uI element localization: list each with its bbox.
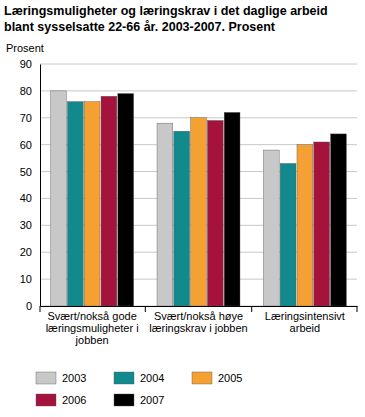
bar <box>101 96 117 306</box>
tick: 20 <box>20 246 40 258</box>
grid-line <box>40 90 357 91</box>
separator <box>145 306 146 312</box>
bar <box>280 163 296 306</box>
text-line: blant sysselsatte 22-66 år. 2003-2007. P… <box>4 20 276 34</box>
tick-label: 0 <box>26 300 32 312</box>
text-line: arbeid <box>290 322 321 334</box>
tick-label: Svært/nokså godelæringsmuligheter ijobbe… <box>46 310 139 346</box>
tick: 50 <box>20 166 40 178</box>
tick-label: Læringsintensivtarbeid <box>265 310 345 334</box>
text-line: Læringsintensivt <box>265 310 345 322</box>
legend-swatch <box>114 372 134 384</box>
text-line: jobben <box>75 334 109 346</box>
legend-label: 2007 <box>140 394 164 406</box>
tick: 10 <box>20 273 40 285</box>
legend-swatch <box>36 394 56 406</box>
plot: 0102030405060708090Svært/nokså godelærin… <box>20 58 358 346</box>
text-line: læringskrav i jobben <box>149 322 247 334</box>
text-line: Svært/nokså høye <box>154 310 243 322</box>
x-axis: Svært/nokså godelæringsmuligheter ijobbe… <box>41 306 358 346</box>
grid-line <box>40 64 357 65</box>
grid <box>40 64 357 306</box>
tick: 40 <box>20 192 40 204</box>
legend-item: 2006 <box>36 394 86 406</box>
legend-label: 2003 <box>62 372 86 384</box>
y-axis-line <box>40 65 41 307</box>
tick: 30 <box>20 219 40 231</box>
bar <box>297 145 313 306</box>
title: Læringsmuligheter og læringskrav i det d… <box>4 4 328 34</box>
x-axis-line <box>41 306 358 307</box>
separator <box>357 306 358 312</box>
separator <box>251 306 252 312</box>
y-axis-title: Prosent <box>6 42 44 54</box>
tick: 60 <box>20 139 40 151</box>
bar <box>207 120 223 306</box>
bar <box>118 94 134 306</box>
legend-label: 2006 <box>62 394 86 406</box>
bar <box>84 102 100 306</box>
separator <box>40 306 41 312</box>
legend-item: 2004 <box>114 372 164 384</box>
legend-item: 2007 <box>114 394 164 406</box>
chart: Læringsmuligheter og læringskrav i det d… <box>0 0 365 417</box>
legend: 2003 2004 2005 2006 2007 <box>36 372 242 406</box>
legend-label: 2004 <box>140 372 164 384</box>
text-line: Læringsmuligheter og læringskrav i det d… <box>4 4 328 18</box>
text-line: læringsmuligheter i <box>46 322 139 334</box>
bar <box>331 134 347 306</box>
legend-label: 2005 <box>218 372 242 384</box>
legend-swatch <box>114 394 134 406</box>
tick-label: 30 <box>20 219 32 231</box>
tick-label: Svært/nokså høyelæringskrav i jobben <box>149 310 247 334</box>
tick-label: 20 <box>20 246 32 258</box>
text-line: Svært/nokså gode <box>47 310 136 322</box>
bar <box>67 102 83 306</box>
bar <box>157 123 173 306</box>
bars <box>51 91 347 306</box>
tick-label: 50 <box>20 166 32 178</box>
tick: 80 <box>20 85 40 97</box>
legend-swatch <box>36 372 56 384</box>
tick: Svært/nokså godelæringsmuligheter ijobbe… <box>46 306 139 346</box>
bar <box>174 131 190 306</box>
tick: Svært/nokså høyelæringskrav i jobben <box>149 306 247 334</box>
legend-item: 2003 <box>36 372 86 384</box>
y-axis: 0 10 20 30 40 50 60 70 80 90 <box>20 58 41 312</box>
bar <box>51 91 67 306</box>
bar <box>224 112 240 306</box>
tick: 0 <box>26 300 40 312</box>
bar <box>263 150 279 306</box>
tick-label: 40 <box>20 192 32 204</box>
bar <box>314 142 330 306</box>
tick-label: 90 <box>20 58 32 70</box>
bar <box>191 118 207 306</box>
tick: 70 <box>20 112 40 124</box>
tick-label: 10 <box>20 273 32 285</box>
tick-label: 70 <box>20 112 32 124</box>
tick: Læringsintensivtarbeid <box>265 306 345 334</box>
legend-item: 2005 <box>192 372 242 384</box>
tick-label: 80 <box>20 85 32 97</box>
tick: 90 <box>20 58 40 70</box>
tick-label: 60 <box>20 139 32 151</box>
legend-swatch <box>192 372 212 384</box>
